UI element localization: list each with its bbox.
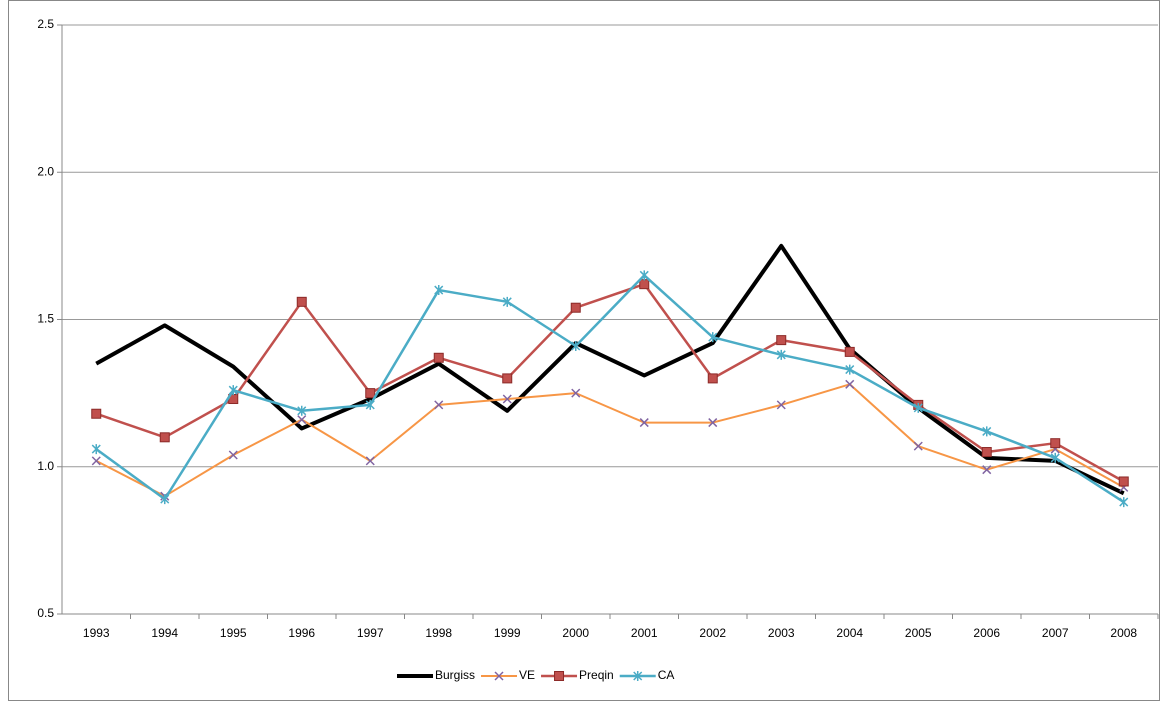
x-tick-label: 2004 [836,626,863,640]
data-point [159,432,170,443]
data-point [1119,497,1129,508]
data-point [433,352,444,363]
data-point [571,341,581,352]
x-tick-label: 2008 [1110,626,1137,640]
data-point [1118,476,1129,487]
x-tick-label: 2003 [768,626,795,640]
x-tick-label: 1998 [425,626,452,640]
series-line [95,274,1125,504]
x-tick-label: 2000 [562,626,589,640]
y-tick-label: 0.5 [37,606,54,620]
x-tick-label: 2006 [973,626,1000,640]
data-point [502,373,513,384]
data-point [982,465,992,475]
x-tick-label: 1999 [494,626,521,640]
x-tick-label: 1997 [357,626,384,640]
data-point [845,364,855,375]
x-tick-label: 1995 [220,626,247,640]
x-tick-label: 2005 [905,626,932,640]
data-point [776,400,786,410]
data-point [639,270,649,281]
series-line [95,243,1125,496]
legend-label: VE [519,668,535,682]
data-point [297,405,307,416]
data-point [228,385,238,396]
legend-label: Burgiss [435,668,475,682]
data-point [365,456,375,466]
data-point [365,388,376,399]
x-tick-label: 1993 [83,626,110,640]
data-point [91,456,101,466]
data-point [981,447,992,458]
legend-marker [633,671,643,681]
chart-frame [8,0,1160,701]
data-point [639,418,649,428]
y-tick-label: 1.5 [37,312,54,326]
data-point [502,296,512,307]
x-tick-label: 1996 [288,626,315,640]
data-point [982,426,992,437]
legend-marker [554,671,565,681]
data-point [91,408,102,419]
data-point [1050,452,1060,463]
y-tick-label: 1.0 [37,459,54,473]
data-point [502,394,512,404]
data-point [1050,438,1061,449]
data-point [434,400,444,410]
data-point [297,415,307,425]
data-point [570,302,581,313]
data-point [708,418,718,428]
x-tick-label: 2001 [631,626,658,640]
data-point [571,388,581,398]
y-tick-label: 2.0 [37,164,54,178]
data-point [845,379,855,389]
x-tick-label: 2002 [699,626,726,640]
x-tick-label: 1994 [151,626,178,640]
data-point [844,346,855,357]
x-tick-label: 2007 [1042,626,1069,640]
data-point [160,494,170,505]
data-point [365,399,375,410]
data-point [296,296,307,307]
data-point [707,373,718,384]
y-tick-label: 2.5 [37,17,54,31]
data-point [913,441,923,451]
series-line [95,383,1125,498]
data-point [708,332,718,343]
data-point [91,444,101,455]
data-point [913,402,923,413]
legend-label: CA [658,668,675,682]
data-point [776,335,787,346]
data-point [639,279,650,290]
data-point [228,450,238,460]
data-point [776,349,786,360]
legend-label: Preqin [579,668,614,682]
series-line [95,282,1125,483]
data-point [434,285,444,296]
legend-marker [494,671,504,681]
